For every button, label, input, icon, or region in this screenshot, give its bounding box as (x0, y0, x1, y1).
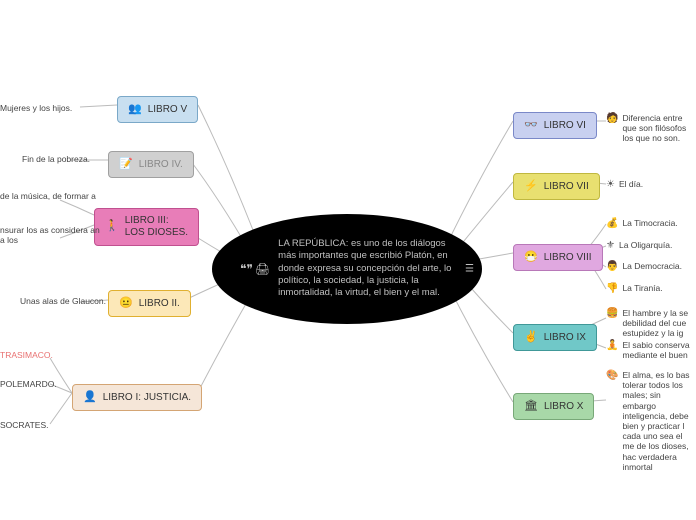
book-icon: 🚶 (105, 220, 119, 233)
leaf-icon: 🧑 (606, 113, 618, 125)
book-node-b7[interactable]: ⚡ LIBRO VII (513, 173, 600, 200)
book-icon: 😐 (119, 297, 133, 310)
leaf-node: 🧘 El sabio conserva mediante el buen (606, 340, 696, 360)
book-node-b9[interactable]: ✌ LIBRO IX (513, 324, 597, 351)
book-icon: ✌ (524, 331, 538, 344)
leaf-text: Mujeres y los hijos. (0, 103, 72, 113)
leaf-text: Unas alas de Glaucon. (20, 296, 106, 306)
leaf-icon: 💰 (606, 218, 618, 230)
book-label: LIBRO VI (544, 120, 586, 132)
leaf-node: nsurar los as considera an a los (0, 225, 100, 245)
leaf-text: Fin de la pobreza. (22, 154, 90, 164)
leaf-text: SOCRATES. (0, 420, 49, 430)
leaf-text: POLEMARDO. (0, 379, 57, 389)
leaf-node: 🧑 Diferencia entre que son filósofos los … (606, 113, 696, 144)
leaf-text: La Tiranía. (622, 283, 662, 293)
book-label: LIBRO VIII (544, 252, 592, 264)
leaf-node: 👎 La Tiranía. (606, 283, 663, 295)
leaf-icon: 🎨 (606, 370, 618, 382)
book-node-b8[interactable]: 😷 LIBRO VIII (513, 244, 603, 271)
book-icon: 👤 (83, 391, 97, 404)
book-label: LIBRO X (544, 401, 583, 413)
leaf-node: ⚜ La Oligarquía. (606, 240, 672, 252)
leaf-icon: 🧘 (606, 340, 618, 352)
leaf-node: de la música, de formar a (0, 191, 96, 201)
book-icon: 😷 (524, 251, 538, 264)
book-node-b3[interactable]: 🚶 LIBRO III: LOS DIOSES. (94, 208, 199, 246)
book-label: LIBRO I: JUSTICIA. (103, 392, 191, 404)
menu-icon[interactable]: ☰ (465, 263, 474, 274)
leaf-node: 💰 La Timocracia. (606, 218, 678, 230)
center-node[interactable]: ❝❞🖨 LA REPÚBLICA: es uno de los diálogos… (212, 214, 482, 324)
book-node-b6[interactable]: 👓 LIBRO VI (513, 112, 597, 139)
book-icon: 👓 (524, 119, 538, 132)
leaf-text: El hambre y la se debilidad del cue estu… (622, 308, 696, 339)
book-node-b4[interactable]: 📝 LIBRO IV. (108, 151, 194, 178)
book-label: LIBRO III: LOS DIOSES. (125, 215, 188, 239)
book-icon: ⚡ (524, 180, 538, 193)
leaf-icon: ☀ (606, 179, 615, 191)
center-icons: ❝❞🖨 (240, 262, 270, 276)
book-label: LIBRO V (148, 104, 187, 116)
book-icon: 📝 (119, 158, 133, 171)
leaf-text: TRASIMACO. (0, 350, 53, 360)
leaf-node: ☀ El día. (606, 179, 643, 191)
leaf-node: Fin de la pobreza. (22, 154, 90, 164)
leaf-text: El día. (619, 179, 643, 189)
leaf-node: TRASIMACO. (0, 350, 53, 360)
book-node-b2[interactable]: 😐 LIBRO II. (108, 290, 191, 317)
leaf-node: 🎨 El alma, es lo bas tolerar todos los ma… (606, 370, 696, 472)
leaf-text: El sabio conserva mediante el buen (622, 340, 696, 360)
leaf-node: POLEMARDO. (0, 379, 57, 389)
book-node-b5[interactable]: 👥 LIBRO V (117, 96, 198, 123)
book-label: LIBRO IX (544, 332, 586, 344)
book-node-b1[interactable]: 👤 LIBRO I: JUSTICIA. (72, 384, 202, 411)
leaf-text: La Oligarquía. (619, 240, 672, 250)
leaf-node: Mujeres y los hijos. (0, 103, 72, 113)
leaf-node: 🍔 El hambre y la se debilidad del cue est… (606, 308, 696, 339)
center-text: LA REPÚBLICA: es uno de los diálogos más… (278, 238, 454, 300)
book-node-b10[interactable]: 🏛 LIBRO X (513, 393, 594, 420)
leaf-icon: 👎 (606, 283, 618, 295)
leaf-text: El alma, es lo bas tolerar todos los mal… (622, 370, 696, 472)
leaf-node: SOCRATES. (0, 420, 49, 430)
book-icon: 👥 (128, 103, 142, 116)
book-label: LIBRO II. (139, 298, 180, 310)
leaf-text: de la música, de formar a (0, 191, 96, 201)
leaf-node: 👨 La Democracia. (606, 261, 682, 273)
leaf-icon: 🍔 (606, 308, 618, 320)
leaf-text: La Democracia. (622, 261, 682, 271)
book-label: LIBRO IV. (139, 159, 183, 171)
leaf-node: Unas alas de Glaucon. (20, 296, 106, 306)
leaf-text: nsurar los as considera an a los (0, 225, 100, 245)
leaf-icon: ⚜ (606, 240, 615, 252)
book-icon: 🏛 (524, 400, 538, 413)
leaf-icon: 👨 (606, 261, 618, 273)
leaf-text: La Timocracia. (622, 218, 677, 228)
leaf-text: Diferencia entre que son filósofos los q… (622, 113, 696, 144)
book-label: LIBRO VII (544, 181, 589, 193)
